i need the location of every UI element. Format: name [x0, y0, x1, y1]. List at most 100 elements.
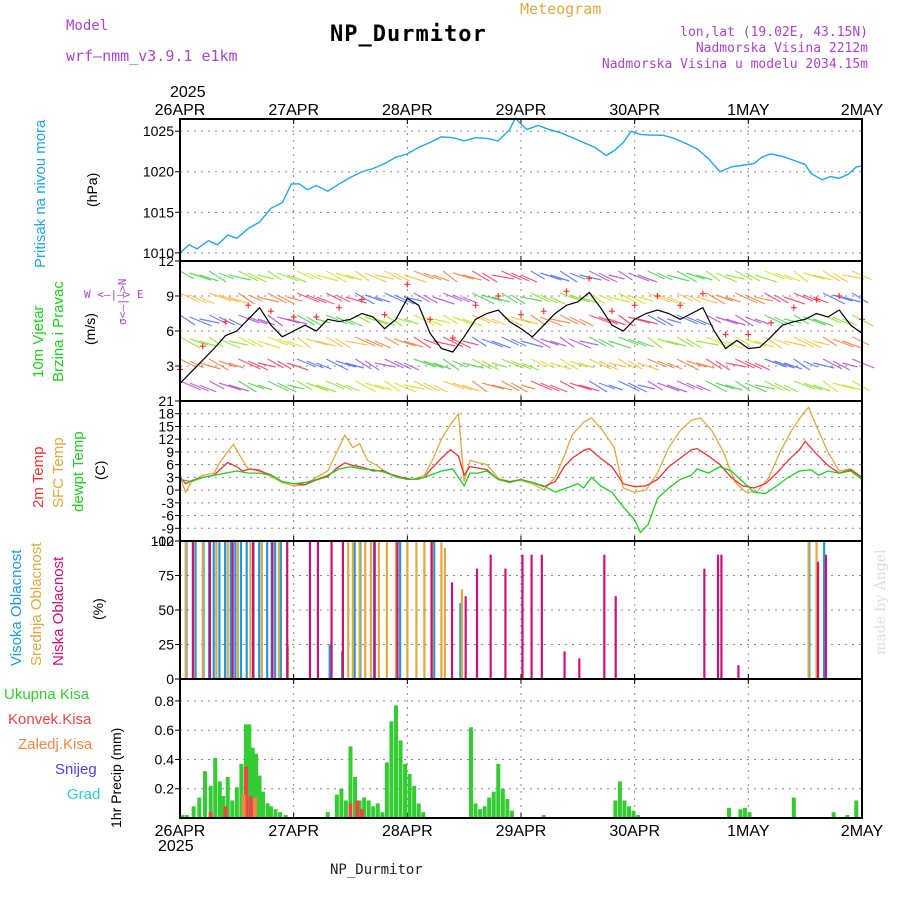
- x-tick-label-top: 1MAY: [727, 102, 770, 119]
- wind-gust-marker: [540, 308, 547, 315]
- wind-barb: [189, 294, 207, 304]
- wind-gust-marker: [563, 288, 570, 295]
- wind-barb: [559, 380, 576, 390]
- model-altitude-label: Nadmorska Visina u modelu 2034.15m: [601, 57, 868, 72]
- wind-barb: [511, 316, 531, 324]
- cloud-ytick-label: 75: [158, 568, 174, 584]
- wind-barb: [423, 316, 443, 327]
- wind-barb: [715, 272, 738, 283]
- wind-barb: [325, 380, 345, 390]
- wind-barb: [725, 384, 743, 391]
- wind-barb: [774, 316, 794, 327]
- x-tick-label-bottom: 2MAY: [841, 823, 884, 840]
- wind-barb: [247, 316, 268, 325]
- wind-barb: [842, 384, 863, 391]
- wind-barb: [803, 272, 825, 280]
- wind-barb: [608, 296, 630, 303]
- wind-barb: [277, 382, 297, 393]
- wind-ytick-label: 3: [166, 358, 174, 374]
- wind-barb: [355, 380, 377, 393]
- wind-barb: [666, 318, 682, 324]
- wind-barb: [247, 338, 264, 348]
- wind-barb: [783, 340, 807, 347]
- wind-barb: [579, 362, 595, 369]
- wind-barb: [832, 338, 854, 348]
- wind-barb: [208, 270, 227, 283]
- wind-barb: [364, 360, 380, 371]
- wind-barb: [540, 360, 555, 369]
- wind-barb: [209, 292, 232, 302]
- wind-barb: [267, 292, 287, 304]
- wind-barb: [793, 314, 810, 325]
- wind-barb: [199, 296, 215, 305]
- wind-barb: [335, 294, 351, 303]
- wind-barb: [218, 360, 237, 368]
- wind-barb: [442, 292, 463, 302]
- precip-total-bar: [412, 785, 417, 818]
- x-tick-label-bottom: 27APR: [268, 823, 319, 840]
- precip-total-bar: [622, 800, 627, 818]
- pressure-ytick-label: 1010: [143, 245, 174, 261]
- precip-total-bar: [250, 747, 255, 818]
- wind-barb: [189, 338, 208, 346]
- wind-barb: [208, 380, 225, 390]
- wind-barb: [725, 362, 747, 368]
- wind-barb: [842, 362, 858, 368]
- wind-barb: [744, 360, 763, 370]
- wind-barb: [637, 384, 656, 390]
- wind-barb: [179, 270, 195, 280]
- wind-barb: [345, 362, 364, 369]
- x-tick-label-bottom: 30APR: [609, 823, 660, 840]
- wind-barb: [413, 270, 435, 280]
- wind-gust-marker: [722, 331, 729, 338]
- wind-barb: [238, 358, 261, 370]
- wind-barb: [550, 384, 568, 393]
- wind-barb: [199, 362, 221, 370]
- wind-barb: [754, 274, 778, 283]
- wind-barb: [569, 338, 591, 349]
- precip-total-bar: [631, 810, 636, 818]
- precip-total-bar: [265, 803, 270, 818]
- wind-barb: [296, 270, 315, 280]
- precip-total-bar: [468, 727, 473, 818]
- wind-barb: [179, 292, 200, 303]
- wind-barb: [199, 384, 217, 393]
- temp-ytick-label: -6: [162, 508, 175, 524]
- wind-barb: [267, 336, 288, 346]
- wind-barb: [394, 294, 415, 305]
- wind-barb: [735, 314, 754, 327]
- wind-barb: [627, 294, 646, 305]
- wind-barb: [364, 338, 384, 348]
- wind-barb: [764, 358, 787, 368]
- temp-ytick-label: -3: [162, 495, 175, 511]
- wind-barb: [238, 270, 259, 282]
- wind-barb: [725, 296, 741, 303]
- wind-barb: [442, 336, 464, 348]
- precip-conv-bar: [348, 803, 353, 818]
- wind-barb: [520, 384, 536, 390]
- wind-barb: [462, 362, 484, 369]
- wind-barb: [316, 318, 331, 324]
- precip-total-bar: [230, 800, 235, 818]
- wind-barb: [413, 380, 433, 391]
- wind-barb: [238, 292, 255, 305]
- wind-barb: [452, 316, 476, 326]
- wind-barb: [287, 318, 308, 325]
- wind-barb: [647, 270, 665, 280]
- cloud-ytick-label: 25: [158, 637, 174, 653]
- wind-barb: [696, 274, 713, 281]
- wind-barb: [520, 274, 538, 283]
- wind-barb: [306, 316, 323, 327]
- precip-total-bar: [339, 788, 344, 818]
- wind-barb: [705, 292, 726, 305]
- wind-barb: [520, 318, 539, 325]
- wind-barb: [228, 362, 244, 369]
- wind-barb: [569, 360, 587, 368]
- wind-barb: [696, 296, 718, 304]
- wind-barb: [803, 338, 822, 349]
- wind-barb: [228, 384, 249, 392]
- wind-barb: [735, 358, 755, 369]
- wind-barb: [218, 294, 240, 303]
- wind-barb: [364, 272, 387, 283]
- wind-barb: [296, 292, 320, 303]
